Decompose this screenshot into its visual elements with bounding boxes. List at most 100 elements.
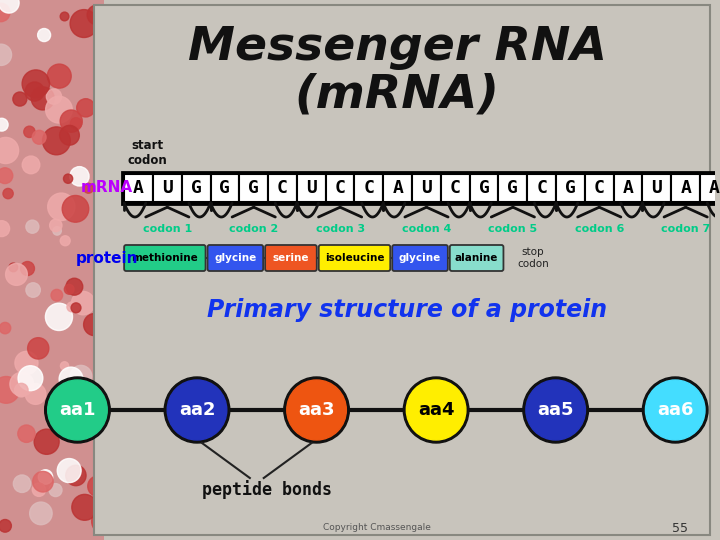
Circle shape — [63, 174, 73, 183]
Circle shape — [14, 383, 28, 397]
Circle shape — [70, 167, 89, 186]
Circle shape — [45, 303, 73, 330]
Text: glycine: glycine — [399, 253, 441, 263]
Bar — [527, 174, 556, 202]
Circle shape — [0, 118, 8, 131]
Text: G: G — [220, 179, 230, 197]
Text: U: U — [306, 179, 317, 197]
Bar — [469, 174, 498, 202]
Circle shape — [51, 289, 63, 301]
Circle shape — [46, 89, 61, 104]
Text: Messenger RNA: Messenger RNA — [188, 25, 607, 71]
Bar — [0, 0, 104, 540]
Text: 55: 55 — [672, 522, 688, 535]
Circle shape — [48, 193, 75, 220]
Circle shape — [77, 99, 95, 117]
Bar — [325, 174, 354, 202]
Circle shape — [523, 377, 588, 443]
Circle shape — [3, 188, 13, 199]
Circle shape — [0, 168, 13, 184]
Circle shape — [70, 366, 92, 387]
Circle shape — [26, 220, 39, 233]
Circle shape — [21, 261, 35, 275]
Text: C: C — [335, 179, 346, 197]
Text: mRNA: mRNA — [81, 180, 133, 195]
Circle shape — [15, 352, 38, 375]
Circle shape — [96, 487, 112, 502]
Circle shape — [42, 127, 71, 155]
FancyBboxPatch shape — [265, 245, 317, 271]
Text: methionine: methionine — [132, 253, 198, 263]
Bar — [94, 5, 710, 535]
Text: G: G — [479, 179, 490, 197]
Text: G: G — [565, 179, 576, 197]
Circle shape — [24, 126, 35, 138]
Circle shape — [49, 484, 62, 497]
Circle shape — [645, 380, 705, 440]
Text: codon 6: codon 6 — [575, 224, 624, 234]
Text: A: A — [709, 179, 720, 197]
Circle shape — [32, 483, 45, 496]
Circle shape — [50, 219, 62, 232]
Circle shape — [10, 372, 34, 396]
Circle shape — [0, 322, 11, 334]
Circle shape — [45, 377, 110, 443]
Circle shape — [25, 383, 46, 404]
Circle shape — [406, 380, 466, 440]
Text: Primary structure of a protein: Primary structure of a protein — [207, 298, 607, 322]
Circle shape — [86, 411, 107, 431]
Text: G: G — [248, 179, 259, 197]
Circle shape — [284, 377, 349, 443]
Circle shape — [87, 5, 107, 25]
FancyBboxPatch shape — [392, 245, 448, 271]
Text: U: U — [652, 179, 662, 197]
Circle shape — [0, 3, 10, 22]
Circle shape — [31, 87, 54, 110]
Text: peptide bonds: peptide bonds — [202, 481, 332, 500]
Bar — [642, 174, 671, 202]
Circle shape — [0, 519, 12, 532]
Bar — [671, 174, 700, 202]
Circle shape — [66, 278, 83, 295]
Text: aa2: aa2 — [179, 401, 215, 419]
Bar — [268, 174, 297, 202]
Circle shape — [68, 391, 80, 403]
Circle shape — [32, 471, 53, 492]
Circle shape — [13, 92, 27, 106]
Circle shape — [60, 12, 69, 21]
Text: protein: protein — [76, 251, 138, 266]
Circle shape — [62, 195, 89, 222]
Circle shape — [88, 476, 108, 497]
FancyBboxPatch shape — [450, 245, 503, 271]
Text: C: C — [536, 179, 547, 197]
Circle shape — [0, 221, 9, 237]
Circle shape — [100, 33, 114, 48]
Text: C: C — [450, 179, 461, 197]
Circle shape — [57, 458, 81, 483]
Circle shape — [84, 183, 94, 193]
Text: U: U — [162, 179, 173, 197]
Text: stop
codon: stop codon — [518, 247, 549, 269]
Circle shape — [45, 96, 72, 123]
Text: U: U — [421, 179, 432, 197]
Bar — [585, 174, 613, 202]
Circle shape — [71, 118, 81, 129]
Circle shape — [67, 302, 77, 312]
Circle shape — [95, 130, 122, 158]
Circle shape — [0, 44, 12, 65]
Circle shape — [0, 376, 19, 403]
Circle shape — [526, 380, 585, 440]
Text: codon 2: codon 2 — [229, 224, 279, 234]
Circle shape — [60, 362, 68, 370]
Text: alanine: alanine — [455, 253, 498, 263]
Bar — [700, 174, 720, 202]
Circle shape — [37, 29, 50, 42]
Text: A: A — [623, 179, 634, 197]
Circle shape — [64, 285, 74, 294]
Text: aa3: aa3 — [298, 401, 335, 419]
Text: codon 4: codon 4 — [402, 224, 451, 234]
Bar — [556, 174, 585, 202]
Bar — [210, 174, 239, 202]
Text: start
codon: start codon — [127, 139, 167, 167]
Bar — [124, 174, 153, 202]
